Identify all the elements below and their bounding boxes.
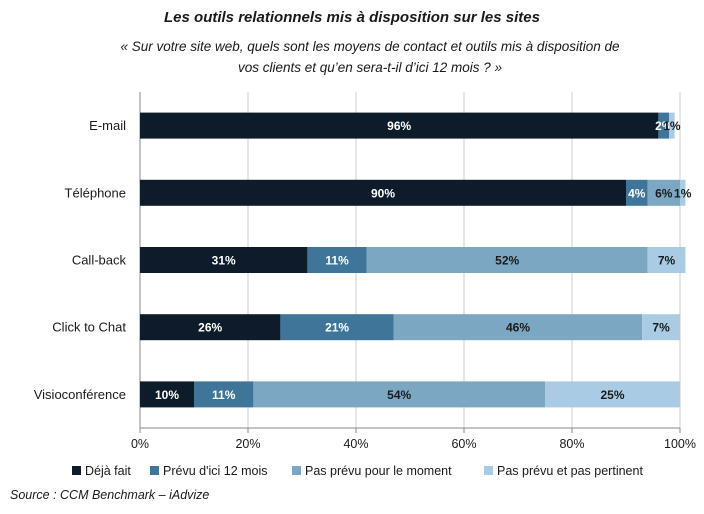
data-label: 1% — [674, 186, 692, 200]
bar-segment — [658, 112, 670, 139]
legend-label: Prévu d'ici 12 mois — [163, 464, 268, 478]
data-label: 31% — [212, 254, 236, 268]
category-label: Téléphone — [65, 185, 126, 200]
x-tick-label: 60% — [451, 437, 476, 451]
data-label: 46% — [506, 321, 530, 335]
bar-segment — [194, 381, 254, 408]
bar-segment — [545, 381, 680, 408]
legend-swatch — [484, 466, 493, 475]
bar-segment — [307, 247, 367, 273]
data-label: 52% — [495, 254, 519, 268]
data-label: 7% — [652, 321, 670, 335]
legend-swatch — [150, 466, 159, 475]
category-label: Visioconférence — [34, 387, 126, 402]
bar-segment — [393, 314, 643, 341]
category-label: Call-back — [72, 253, 127, 268]
data-label: 96% — [387, 119, 411, 133]
x-tick-label: 100% — [664, 437, 696, 451]
chart-title: Les outils relationnels mis à dispositio… — [164, 9, 540, 26]
data-label: 54% — [387, 388, 411, 402]
data-label: 7% — [658, 254, 676, 268]
data-label: 1% — [663, 119, 681, 133]
legend-label: Pas prévu et pas pertinent — [497, 464, 643, 478]
data-label: 6% — [655, 186, 673, 200]
legend-label: Pas prévu pour le moment — [305, 464, 452, 478]
source-note: Source : CCM Benchmark – iAdvize — [10, 488, 210, 502]
legend-label: Déjà fait — [85, 464, 131, 478]
x-tick-label: 20% — [235, 437, 260, 451]
bar-segment — [647, 247, 686, 273]
data-label: 2% — [655, 119, 673, 133]
x-tick-label: 40% — [343, 437, 368, 451]
category-labels: E-mail Téléphone Call-back Click to Chat Vis… — [34, 118, 127, 402]
bars: 96% 2%1%90% 4% 6% 1%31% 11% 52% 7%26% 21% 46% 7%10… — [140, 112, 692, 408]
data-label: 90% — [371, 186, 395, 200]
data-label: 21% — [325, 321, 349, 335]
legend: Déjà fait Prévu d'ici 12 mois Pas prévu po… — [72, 464, 643, 478]
chart-subtitle: « Sur votre site web, quels sont les moy… — [120, 39, 620, 75]
data-label: 10% — [155, 388, 179, 402]
legend-swatch — [72, 466, 81, 475]
x-tick-labels: 0% 20% 40% 60% 80% 100% — [131, 437, 696, 451]
bar-segment — [140, 179, 626, 206]
data-label: 25% — [600, 388, 624, 402]
category-label: Click to Chat — [52, 320, 126, 335]
bar-segment — [280, 314, 394, 341]
category-label: E-mail — [89, 118, 126, 133]
x-tick-label: 0% — [131, 437, 149, 451]
bar-segment — [140, 314, 281, 341]
x-tick-label: 80% — [559, 437, 584, 451]
bar-segment — [366, 247, 648, 273]
bar-segment — [253, 381, 545, 408]
bar-segment — [642, 314, 680, 341]
data-label: 11% — [212, 388, 236, 402]
bar-segment — [140, 381, 194, 408]
bar-segment — [140, 247, 308, 273]
bar-segment — [626, 179, 648, 206]
legend-swatch — [292, 466, 301, 475]
bar-segment — [140, 112, 659, 139]
bar-segment — [647, 179, 680, 206]
bar-segment — [669, 112, 675, 139]
data-label: 4% — [628, 186, 646, 200]
data-label: 26% — [198, 321, 222, 335]
bar-segment — [680, 179, 686, 206]
data-label: 11% — [325, 254, 349, 268]
